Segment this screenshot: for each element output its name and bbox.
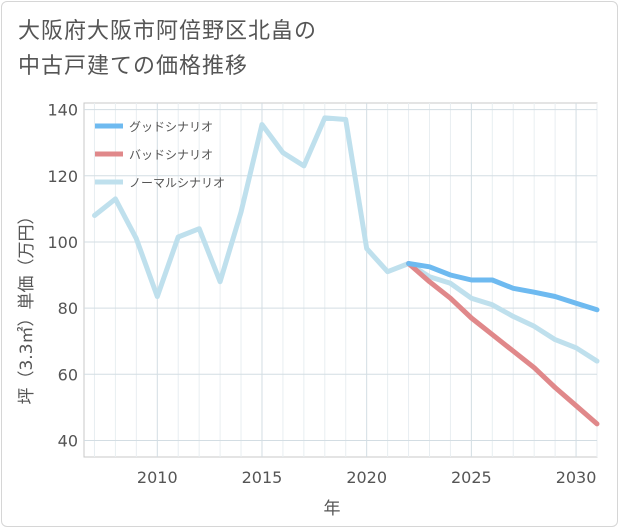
chart-title-line-2: 中古戸建ての価格推移 xyxy=(18,54,249,79)
legend-label: ノーマルシナリオ xyxy=(129,176,225,190)
x-tick-label: 2015 xyxy=(242,468,283,487)
y-tick-label: 80 xyxy=(58,299,78,318)
y-tick-label: 100 xyxy=(47,233,78,252)
x-tick-label: 2010 xyxy=(137,468,178,487)
grid xyxy=(84,103,598,457)
y-axis-title: 坪（3.3㎡）単価（万円） xyxy=(17,207,37,404)
x-tick-label: 2030 xyxy=(556,468,597,487)
legend-label: グッドシナリオ xyxy=(129,120,213,134)
y-tick-label: 140 xyxy=(47,101,78,120)
series-lines xyxy=(92,115,600,427)
chart-title: 大阪府大阪市阿倍野区北畠の 中古戸建ての価格推移 xyxy=(18,14,317,84)
series-line-2 xyxy=(92,115,600,364)
series-line-1 xyxy=(406,261,600,427)
tick-labels: 40 60 80 100 120 140 2010 2015 2020 2025 2030 xyxy=(47,101,596,487)
y-tick-label: 40 xyxy=(58,431,78,450)
x-axis-title: 年 xyxy=(324,499,341,519)
y-tick-label: 60 xyxy=(58,365,78,384)
series-line-0 xyxy=(406,261,600,313)
y-tick-label: 120 xyxy=(47,167,78,186)
legend-label: バッドシナリオ xyxy=(129,148,213,162)
x-tick-label: 2025 xyxy=(451,468,492,487)
x-tick-label: 2020 xyxy=(346,468,387,487)
plot-area xyxy=(83,102,598,458)
plot-frame xyxy=(83,102,598,458)
chart-title-line-1: 大阪府大阪市阿倍野区北畠の xyxy=(18,19,318,44)
